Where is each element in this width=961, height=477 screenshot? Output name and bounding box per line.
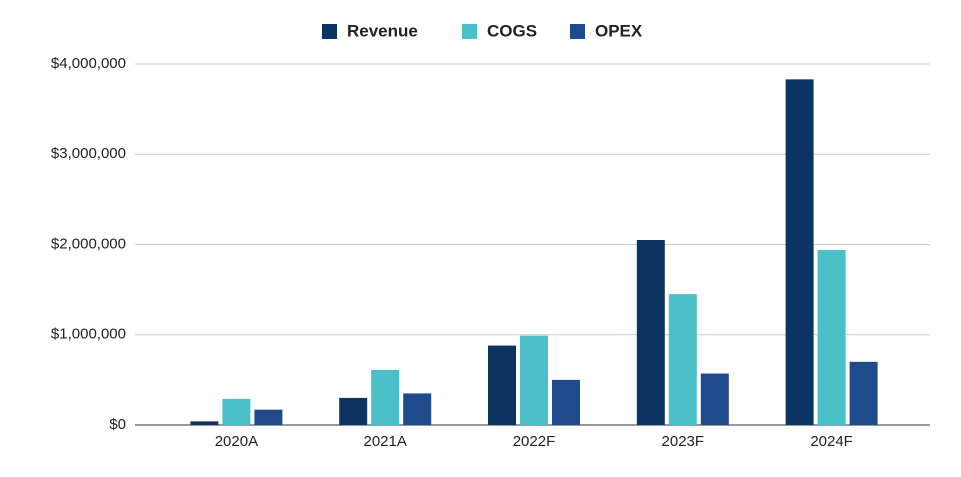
bar xyxy=(254,409,283,425)
bar xyxy=(700,373,729,425)
y-tick-label: $1,000,000 xyxy=(51,326,126,343)
legend-swatch xyxy=(462,24,477,39)
bar xyxy=(488,345,516,425)
legend-label: OPEX xyxy=(595,21,643,40)
bar xyxy=(636,239,665,425)
bar xyxy=(222,398,251,425)
y-tick-label: $0 xyxy=(109,416,126,433)
x-tick-label: 2022F xyxy=(513,433,556,450)
bar xyxy=(520,335,548,425)
bar xyxy=(339,397,368,425)
legend-swatch xyxy=(570,24,585,39)
bar xyxy=(552,379,580,425)
y-tick-label: $2,000,000 xyxy=(51,235,126,252)
bar xyxy=(817,249,846,425)
x-tick-label: 2024F xyxy=(810,433,853,450)
legend-swatch xyxy=(322,24,337,39)
bar xyxy=(190,421,219,425)
x-tick-label: 2020A xyxy=(215,433,258,450)
bar xyxy=(785,79,814,425)
legend-label: COGS xyxy=(487,21,537,40)
x-tick-label: 2021A xyxy=(364,433,407,450)
y-tick-label: $4,000,000 xyxy=(51,55,126,72)
x-tick-label: 2023F xyxy=(662,433,705,450)
y-tick-label: $3,000,000 xyxy=(51,145,126,162)
legend-label: Revenue xyxy=(347,21,418,40)
bar xyxy=(371,369,400,425)
bar xyxy=(403,393,432,425)
bar xyxy=(668,294,697,425)
bar xyxy=(849,361,878,425)
